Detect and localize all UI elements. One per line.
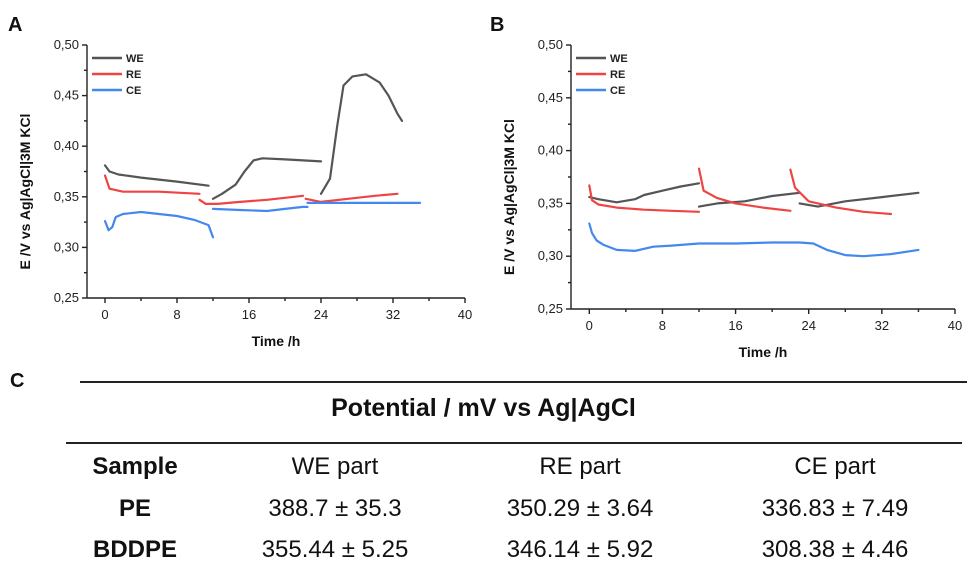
- axes: [566, 44, 956, 314]
- panel-label-c: C: [10, 370, 25, 392]
- y-axis-title: E /V vs Ag|AgCl|3M KCl: [17, 114, 33, 270]
- table-row-pe-sample: PE: [118, 495, 151, 522]
- panel-label-a: A: [8, 14, 23, 36]
- x-tick-label: 0: [586, 318, 593, 333]
- table-title: Potential / mV vs Ag|AgCl: [331, 394, 636, 422]
- table-row-pe-re: 350.29 ± 3.64: [506, 495, 654, 522]
- table-header-rule: [66, 442, 962, 444]
- x-tick-label: 16: [728, 318, 742, 333]
- x-tick-label: 40: [458, 307, 472, 322]
- table-header-ce: CE part: [794, 453, 876, 480]
- table-header-re: RE part: [539, 453, 621, 480]
- y-tick-label: 0,50: [54, 37, 79, 52]
- series-re: [588, 167, 893, 216]
- chart-b: 0,25 0,30 0,35 0,40 0,45 0,50 0 8 16 24 32 40 Time /…: [501, 37, 962, 360]
- legend-label-we: WE: [126, 53, 144, 65]
- x-tick-label: 40: [948, 318, 962, 333]
- x-tick-label: 8: [659, 318, 666, 333]
- table-header-sample: Sample: [92, 453, 178, 480]
- y-tick-label: 0,45: [54, 88, 79, 103]
- panel-label-b: B: [490, 14, 505, 36]
- series-line-we: [103, 164, 210, 187]
- x-tick-label: 32: [386, 307, 400, 322]
- series-ce: [588, 222, 920, 258]
- y-tick-label: 0,45: [538, 90, 563, 105]
- y-tick-label: 0,25: [538, 301, 563, 316]
- legend-label-ce: CE: [610, 85, 625, 97]
- table-row-bddpe-ce: 308.38 ± 4.46: [761, 536, 909, 563]
- series-we: [588, 182, 920, 208]
- series-line-we: [211, 157, 323, 200]
- series-line-we: [588, 182, 701, 204]
- table-row-bddpe-re: 346.14 ± 5.92: [506, 536, 654, 563]
- y-tick-label: 0,30: [54, 239, 79, 254]
- y-tick-label: 0,50: [538, 37, 563, 52]
- x-tick-label: 8: [173, 307, 180, 322]
- series-ce: [103, 201, 422, 239]
- series-line-ce: [588, 222, 920, 258]
- x-tick-label: 32: [875, 318, 889, 333]
- series-line-re: [198, 194, 305, 205]
- table-header-we: WE part: [291, 453, 379, 480]
- legend-label-we: WE: [610, 53, 628, 65]
- series-line-re: [789, 168, 893, 216]
- legend-label-ce: CE: [126, 85, 141, 97]
- y-tick-label: 0,30: [538, 248, 563, 263]
- legend: WE RE CE: [576, 53, 628, 97]
- series-line-ce: [103, 210, 215, 239]
- y-tick-label: 0,40: [54, 138, 79, 153]
- series-line-we: [798, 191, 920, 208]
- series-line-we: [319, 73, 404, 195]
- series-re: [103, 174, 399, 205]
- x-tick-label: 24: [801, 318, 815, 333]
- series-line-we: [697, 191, 801, 208]
- series-line-re: [588, 184, 701, 213]
- table-row-bddpe-sample: BDDPE: [92, 536, 177, 563]
- x-axis-title: Time /h: [739, 344, 788, 360]
- table-row-pe-we: 388.7 ± 35.3: [268, 495, 402, 522]
- legend: WE RE CE: [92, 53, 144, 97]
- y-tick-label: 0,35: [538, 195, 563, 210]
- table-top-rule: [80, 381, 967, 383]
- series-we: [103, 73, 404, 200]
- legend-label-re: RE: [610, 69, 625, 81]
- y-tick-label: 0,40: [538, 143, 563, 158]
- table-row-bddpe-we: 355.44 ± 5.25: [261, 536, 409, 563]
- x-tick-label: 24: [314, 307, 328, 322]
- y-tick-label: 0,35: [54, 189, 79, 204]
- legend-label-re: RE: [126, 69, 141, 81]
- series-line-re: [103, 174, 201, 195]
- series-line-ce: [211, 205, 309, 213]
- series-line-re: [697, 167, 792, 212]
- series-line-re: [304, 192, 399, 203]
- chart-a: 0,25 0,30 0,35 0,40 0,45 0,50 0 8 16 24 32 40 Time /…: [17, 37, 472, 349]
- axes: [82, 44, 466, 303]
- x-tick-label: 0: [101, 307, 108, 322]
- y-axis-title: E /V vs Ag|AgCl|3M KCl: [501, 119, 517, 275]
- x-axis-title: Time /h: [252, 333, 301, 349]
- x-tick-label: 16: [242, 307, 256, 322]
- y-tick-label: 0,25: [54, 290, 79, 305]
- table-row-pe-ce: 336.83 ± 7.49: [761, 495, 909, 522]
